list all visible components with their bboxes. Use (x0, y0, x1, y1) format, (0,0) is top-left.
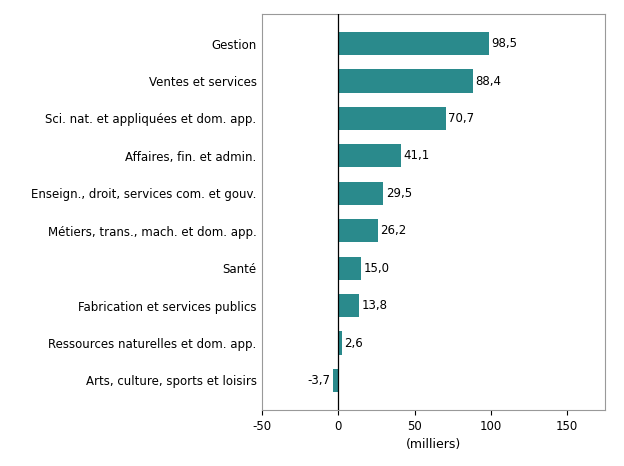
Bar (338, 219, 378, 242)
Text: 70,7: 70,7 (449, 112, 475, 125)
Bar (338, 257, 361, 280)
Text: -3,7: -3,7 (308, 374, 331, 387)
Text: 88,4: 88,4 (475, 75, 502, 88)
Bar (338, 144, 401, 167)
Text: 15,0: 15,0 (364, 262, 389, 274)
Bar (338, 32, 489, 55)
Text: 2,6: 2,6 (344, 336, 363, 350)
Bar (333, 369, 338, 392)
Text: 13,8: 13,8 (362, 299, 388, 312)
Bar (338, 331, 343, 355)
Bar (338, 182, 383, 205)
Text: 98,5: 98,5 (491, 37, 517, 50)
Text: 26,2: 26,2 (381, 224, 407, 237)
Bar (338, 294, 359, 317)
Bar (338, 69, 473, 93)
Bar (338, 107, 446, 130)
X-axis label: (milliers): (milliers) (406, 439, 461, 452)
Text: 41,1: 41,1 (403, 150, 429, 162)
Text: 29,5: 29,5 (386, 187, 412, 200)
